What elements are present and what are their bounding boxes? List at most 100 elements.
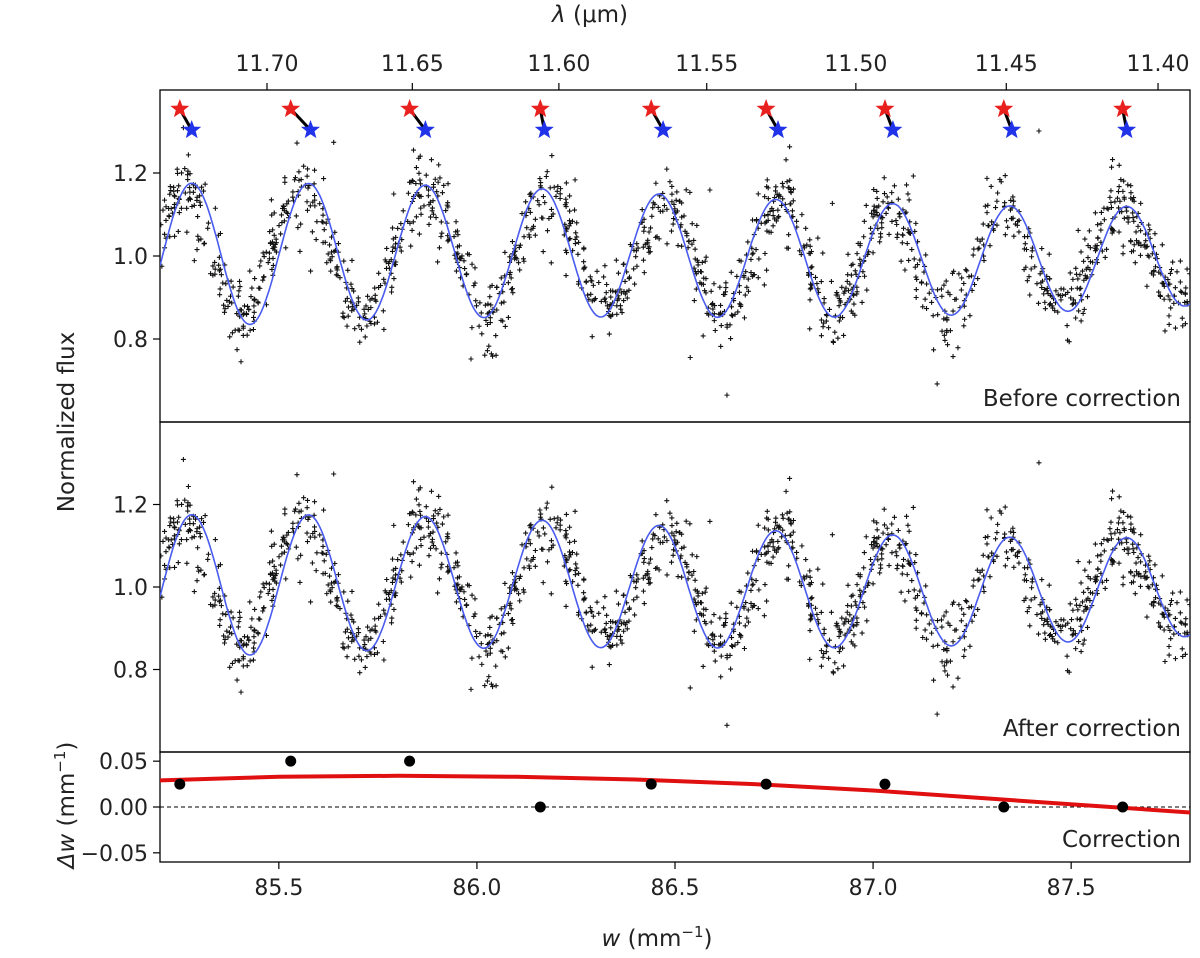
data-point (1081, 258, 1087, 264)
data-point (482, 633, 488, 639)
data-point (526, 232, 532, 238)
data-point (980, 221, 986, 227)
data-point (221, 633, 227, 639)
data-point (284, 201, 290, 207)
data-point (1079, 268, 1085, 274)
data-point (899, 571, 905, 577)
data-point (619, 640, 625, 646)
data-point (174, 188, 180, 194)
data-point (653, 512, 659, 518)
data-point (408, 574, 414, 580)
data-point (426, 553, 432, 559)
data-point (532, 548, 538, 553)
data-point (1184, 299, 1190, 305)
data-point (947, 622, 953, 628)
data-point (790, 186, 796, 192)
data-point (590, 282, 596, 288)
data-point (217, 292, 223, 298)
data-point (1121, 547, 1127, 553)
data-point (439, 521, 445, 527)
data-point (645, 245, 651, 251)
data-point (807, 237, 813, 243)
data-point (880, 199, 886, 205)
data-point (675, 574, 681, 580)
data-point (304, 530, 310, 536)
data-point (644, 240, 650, 246)
data-point (667, 510, 673, 516)
data-point (1128, 195, 1134, 201)
data-point (844, 609, 850, 615)
data-point (276, 223, 282, 229)
data-point (848, 593, 854, 599)
data-point (738, 633, 744, 639)
data-point (679, 243, 685, 249)
data-point (405, 190, 411, 196)
flux-tick-label: 0.8 (113, 328, 148, 353)
data-point (356, 653, 362, 659)
data-point (304, 207, 310, 213)
data-point (180, 456, 186, 462)
data-point (535, 529, 541, 535)
data-point (301, 163, 307, 169)
data-point (910, 173, 916, 179)
data-point (1184, 266, 1190, 272)
data-point (590, 613, 596, 619)
data-point (1070, 276, 1076, 282)
data-point (783, 488, 789, 494)
data-point (320, 543, 326, 549)
data-point (1167, 270, 1173, 276)
data-point (828, 609, 834, 615)
data-point (804, 242, 810, 248)
data-point (645, 576, 651, 582)
data-point (610, 619, 616, 625)
data-point (701, 275, 707, 281)
data-point (1014, 222, 1020, 228)
data-point (484, 652, 490, 658)
data-point (283, 576, 289, 582)
data-point (894, 222, 900, 228)
data-point (498, 300, 504, 306)
data-point (770, 223, 776, 229)
data-point (836, 318, 842, 324)
correction-point (1117, 801, 1129, 813)
data-point (664, 166, 670, 172)
data-point (218, 603, 224, 609)
data-point (567, 193, 573, 199)
data-point (521, 565, 527, 571)
data-point (839, 615, 845, 621)
data-point (646, 560, 652, 566)
data-point (915, 262, 921, 268)
data-point (365, 637, 371, 643)
blue-star-marker (534, 120, 554, 139)
blue-star-marker (768, 120, 788, 139)
data-point (267, 560, 273, 566)
data-point (603, 299, 609, 305)
data-point (898, 589, 904, 595)
data-point (411, 147, 417, 153)
data-point (1073, 646, 1079, 652)
data-point (224, 628, 230, 634)
data-point (508, 617, 514, 623)
data-point (1065, 289, 1071, 295)
data-point (961, 281, 967, 287)
data-point (374, 319, 380, 325)
data-point (1182, 630, 1188, 636)
data-point (941, 282, 947, 288)
data-point (1034, 612, 1040, 618)
data-point (641, 559, 647, 565)
data-point (528, 522, 534, 528)
data-point (257, 285, 263, 291)
data-point (958, 287, 964, 293)
data-point (1053, 619, 1059, 625)
data-point (1044, 285, 1050, 291)
data-point (860, 600, 866, 606)
data-point (976, 576, 982, 582)
data-point (906, 197, 912, 203)
data-point (634, 572, 640, 578)
data-point (741, 646, 747, 651)
data-point (1143, 238, 1149, 244)
data-point (1167, 281, 1173, 287)
data-point (362, 311, 368, 317)
data-point (163, 204, 169, 210)
data-point (461, 258, 467, 264)
